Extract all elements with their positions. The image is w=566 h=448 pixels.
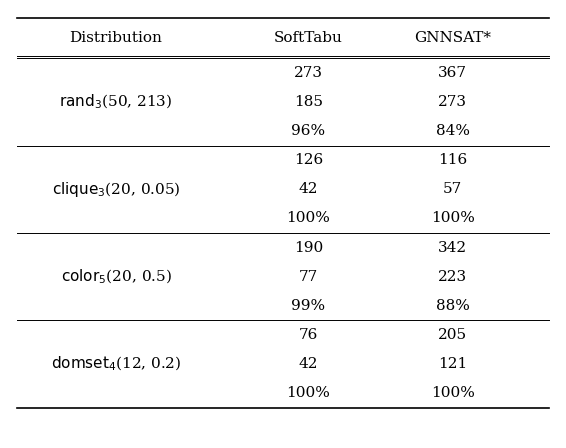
Text: 100%: 100%	[286, 386, 331, 400]
Text: 273: 273	[294, 66, 323, 80]
Text: $\mathrm{rand}_{3}$(50, 213): $\mathrm{rand}_{3}$(50, 213)	[59, 93, 173, 111]
Text: 100%: 100%	[431, 211, 475, 225]
Text: 42: 42	[299, 182, 318, 196]
Text: 367: 367	[438, 66, 468, 80]
Text: 42: 42	[299, 357, 318, 371]
Text: 57: 57	[443, 182, 462, 196]
Text: 116: 116	[438, 153, 468, 167]
Text: 88%: 88%	[436, 299, 470, 313]
Text: GNNSAT*: GNNSAT*	[414, 31, 491, 45]
Text: 126: 126	[294, 153, 323, 167]
Text: 100%: 100%	[431, 386, 475, 400]
Text: 76: 76	[299, 328, 318, 342]
Text: 77: 77	[299, 270, 318, 284]
Text: Distribution: Distribution	[70, 31, 162, 45]
Text: $\mathrm{domset}_{4}$(12, 0.2): $\mathrm{domset}_{4}$(12, 0.2)	[51, 355, 181, 373]
Text: 205: 205	[438, 328, 468, 342]
Text: 273: 273	[438, 95, 468, 109]
Text: 84%: 84%	[436, 124, 470, 138]
Text: $\mathrm{clique}_{3}$(20, 0.05): $\mathrm{clique}_{3}$(20, 0.05)	[52, 180, 181, 199]
Text: 96%: 96%	[291, 124, 325, 138]
Text: 121: 121	[438, 357, 468, 371]
Text: 223: 223	[438, 270, 468, 284]
Text: 185: 185	[294, 95, 323, 109]
Text: 190: 190	[294, 241, 323, 254]
Text: 99%: 99%	[291, 299, 325, 313]
Text: 342: 342	[438, 241, 468, 254]
Text: 100%: 100%	[286, 211, 331, 225]
Text: $\mathrm{color}_{5}$(20, 0.5): $\mathrm{color}_{5}$(20, 0.5)	[61, 267, 171, 286]
Text: SoftTabu: SoftTabu	[274, 31, 343, 45]
